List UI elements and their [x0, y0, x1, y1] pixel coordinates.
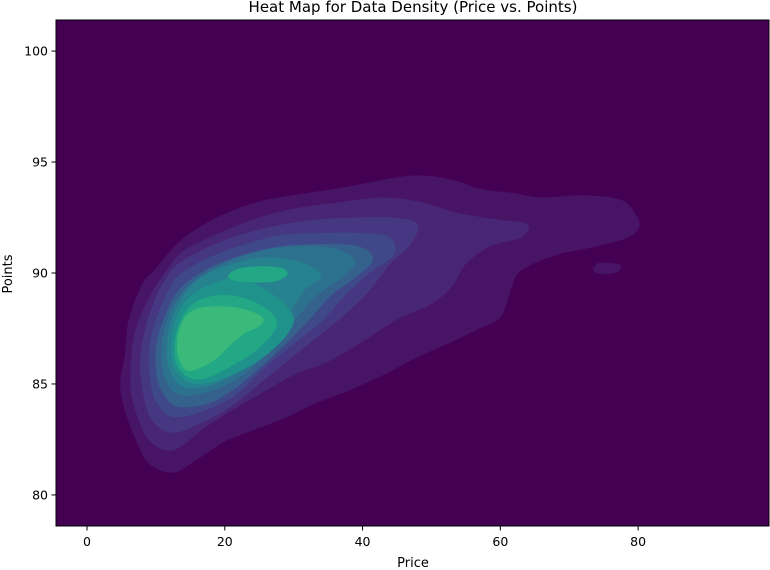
y-axis-label: Points [1, 254, 16, 293]
x-axis: 0 20 40 60 80 [83, 526, 646, 549]
x-tick-label: 0 [83, 534, 91, 549]
x-tick-label: 40 [355, 534, 371, 549]
y-tick-label: 95 [32, 155, 48, 170]
plot-area [55, 19, 770, 527]
y-tick-label: 85 [32, 376, 48, 391]
y-tick-label: 80 [32, 487, 48, 502]
density-contour-level-1 [593, 262, 622, 275]
x-axis-label: Price [397, 556, 429, 570]
density-contour-level-10 [176, 306, 264, 372]
x-tick-label: 60 [492, 534, 508, 549]
y-tick-label: 90 [32, 266, 48, 281]
density-contour-level-9 [227, 266, 288, 283]
x-tick-label: 20 [217, 534, 233, 549]
y-tick-label: 100 [24, 44, 48, 59]
x-tick-label: 80 [630, 534, 646, 549]
chart-title: Heat Map for Data Density (Price vs. Poi… [249, 0, 578, 16]
y-axis: 80 85 90 95 100 [24, 44, 56, 502]
